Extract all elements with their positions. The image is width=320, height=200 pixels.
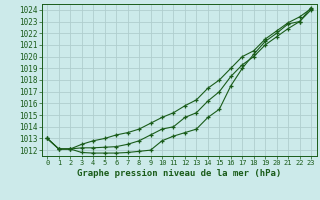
X-axis label: Graphe pression niveau de la mer (hPa): Graphe pression niveau de la mer (hPa): [77, 169, 281, 178]
